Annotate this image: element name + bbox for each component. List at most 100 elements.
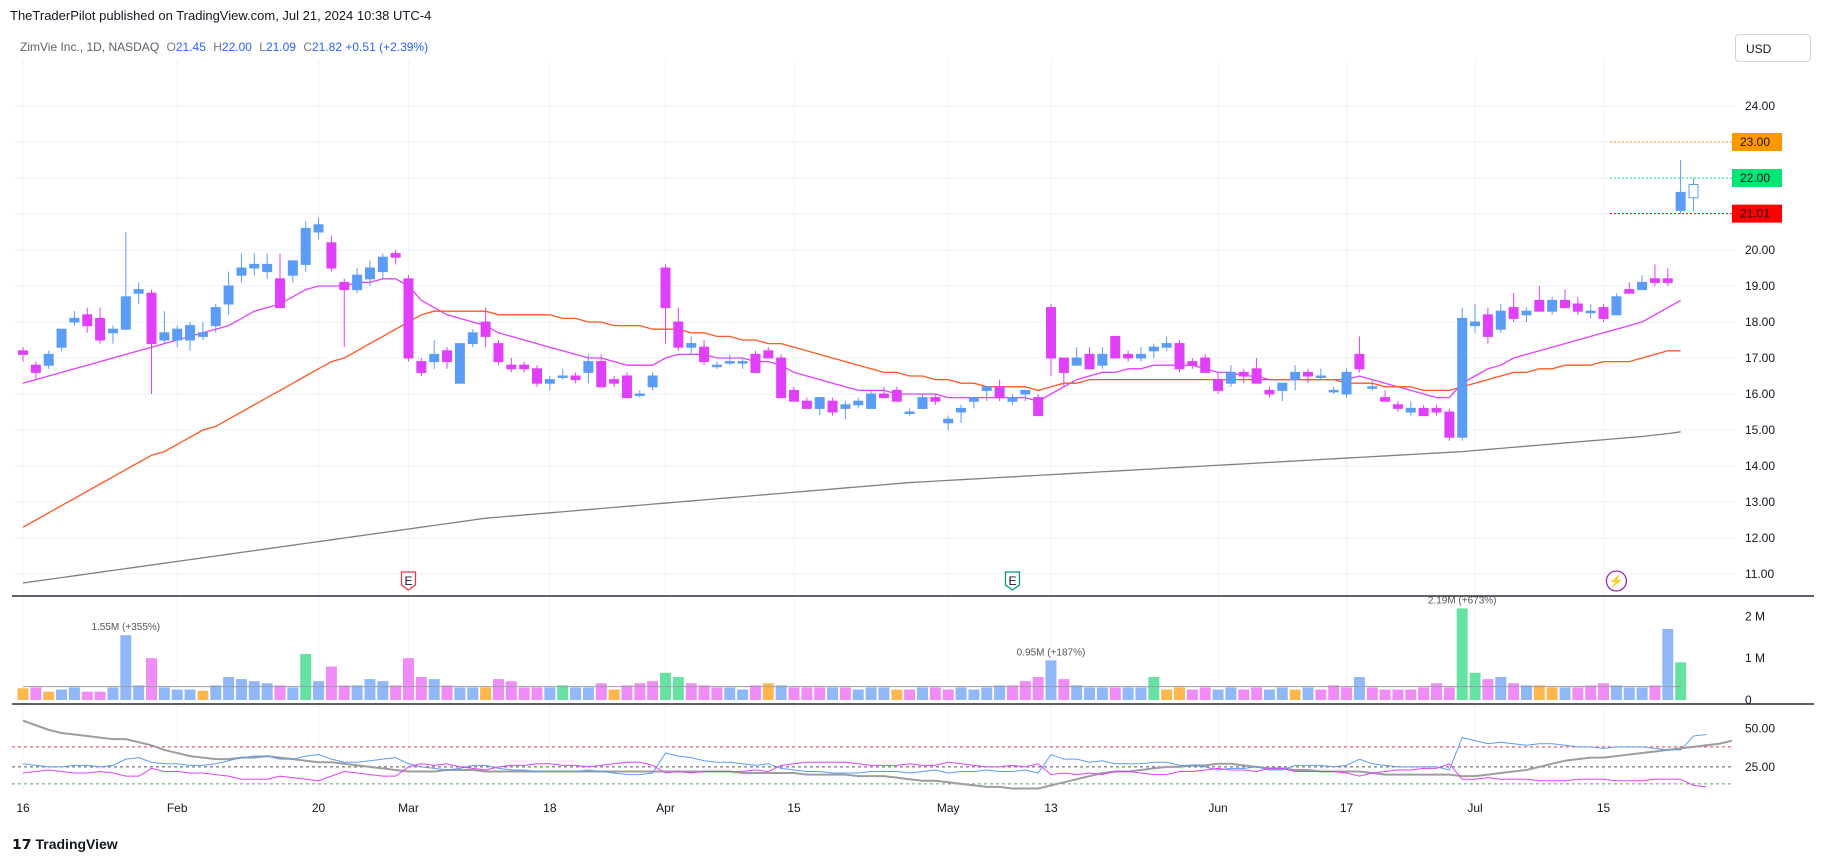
volume-bar [1482,679,1494,700]
candle-body [313,224,324,233]
candle-body [519,364,530,370]
volume-bar [827,687,839,700]
volume-bar [1572,687,1584,700]
candle-body [352,274,363,291]
candle-body [300,227,311,265]
candle-body [673,321,684,348]
volume-bar [1135,687,1147,700]
candle-body [1662,278,1673,283]
candle-body [506,364,517,370]
volume-bar [1443,687,1455,700]
price-axis-tick: 24.00 [1745,99,1775,113]
volume-bar [891,689,903,700]
price-axis-tick: 16.00 [1745,387,1775,401]
volume-bar [1585,685,1597,700]
volume-bar [968,689,980,700]
volume-bar [1019,681,1031,700]
volume-bar [621,685,633,700]
candle-body [647,375,658,388]
volume-bar [1662,628,1674,700]
candle-body [467,332,478,345]
price-tag [1732,169,1782,187]
volume-bar [1328,685,1340,700]
candle-body [377,256,388,273]
candle-body [1495,310,1506,330]
candle-body [609,379,620,384]
candle-body [968,397,979,402]
candle-body [532,368,542,384]
candle-body [1264,389,1275,395]
candle-body [583,361,594,373]
volume-bar [30,687,42,700]
volume-bar [801,687,813,700]
tv-logo-icon: 𝟭𝟳 [12,836,32,852]
dmi-line [22,734,1707,776]
volume-bar [325,666,337,700]
candle-body [699,346,710,363]
volume-bar [223,677,235,700]
volume-bar [1276,687,1288,700]
price-tag [1732,204,1782,223]
earnings-marker [1004,571,1021,591]
tradingview-logo: 𝟭𝟳 TradingView [12,836,118,853]
candle-body [763,350,774,359]
price-axis-tick: 17.00 [1745,351,1775,365]
candle-body [1624,289,1635,294]
volume-bar [1675,662,1687,700]
volume-bar [133,685,145,700]
candle-body [750,353,761,373]
candle-body [1688,183,1699,199]
volume-bar [1315,689,1327,700]
volume-bar [955,687,967,700]
open-label: O [166,40,176,54]
candle-body [1405,407,1416,413]
candle-body [1649,278,1660,283]
time-axis-tick: May [937,801,960,815]
ma-line-sma_long [22,431,1681,584]
price-axis-tick: 13.00 [1745,495,1775,509]
candle-body [1033,397,1044,417]
volume-bar [56,689,68,700]
volume-bar [415,677,427,700]
candle-body [1598,307,1609,319]
candle-body [1238,371,1249,377]
volume-bar [1161,689,1173,700]
volume-bar [1045,660,1057,700]
candle-body [1547,299,1558,312]
volume-bar [467,687,479,700]
price-tag [1732,133,1782,151]
time-axis-tick: Jun [1208,801,1227,815]
volume-bar [788,687,800,700]
candle-body [840,404,851,409]
candle-body [1097,353,1108,366]
candle-body [711,364,722,368]
candle-body [1675,191,1686,211]
volume-bar [1186,689,1198,700]
candle-body [724,361,735,364]
volume-bar [146,658,157,700]
candle-body [1637,281,1648,291]
candle-body [1290,371,1301,381]
currency-selector[interactable]: USD [1735,34,1811,62]
candle-body [210,307,221,327]
candle-body [1058,357,1069,373]
candle-body [159,332,170,341]
candle-body [493,343,504,363]
volume-bar [428,679,440,700]
volume-bar [1122,687,1134,700]
published-line: TheTraderPilot published on TradingView.… [10,8,432,23]
candle-body [223,285,234,305]
price-axis-tick: 20.00 [1745,243,1775,257]
candle-body [287,260,298,276]
time-axis-tick: 15 [787,801,801,815]
volume-bar [1353,677,1365,700]
candle-body [1315,375,1326,378]
candle-body [1174,343,1185,370]
change-value: +0.51 (+2.39%) [345,40,429,54]
candle-body [339,281,350,291]
volume-bar [1559,687,1571,700]
candle-body [737,361,748,364]
candle-body [416,361,427,373]
volume-bar [480,687,492,700]
